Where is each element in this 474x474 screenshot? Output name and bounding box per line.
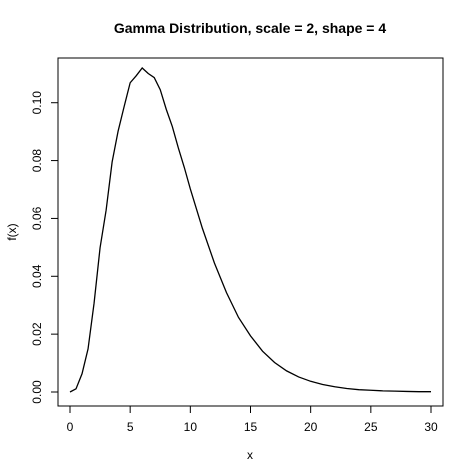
chart-title: Gamma Distribution, scale = 2, shape = 4 — [114, 20, 387, 36]
density-curve-line — [69, 67, 431, 393]
x-tick-label: 15 — [244, 420, 258, 434]
x-tick-label: 0 — [67, 420, 74, 434]
x-axis-label: x — [247, 448, 253, 462]
x-tick-label: 10 — [184, 420, 198, 434]
y-tick-label: 0.04 — [30, 264, 44, 288]
y-axis-label: f(x) — [5, 223, 19, 240]
x-axis: 0 5 10 15 20 25 30 — [67, 405, 438, 434]
y-axis: 0.00 0.02 0.04 0.06 0.08 0.10 — [30, 91, 59, 404]
y-tick-label: 0.02 — [30, 322, 44, 346]
plot-frame — [57, 57, 444, 407]
x-tick-label: 5 — [127, 420, 134, 434]
x-tick-label: 25 — [364, 420, 378, 434]
y-tick-label: 0.00 — [30, 380, 44, 404]
y-tick-label: 0.08 — [30, 149, 44, 173]
x-tick-label: 30 — [424, 420, 438, 434]
y-tick-label: 0.06 — [30, 206, 44, 230]
y-tick-label: 0.10 — [30, 91, 44, 115]
x-tick-label: 20 — [304, 420, 318, 434]
